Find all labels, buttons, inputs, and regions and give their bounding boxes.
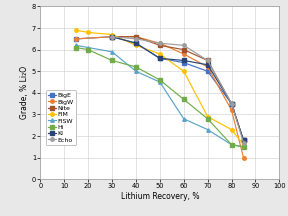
FIM	[182, 70, 185, 73]
BigW	[158, 42, 162, 44]
Nite	[242, 139, 245, 142]
Nite	[158, 44, 162, 47]
Hi	[86, 48, 90, 51]
BigE	[134, 42, 138, 44]
Line: Nite: Nite	[110, 35, 245, 142]
FISW	[230, 143, 233, 146]
Echo	[158, 42, 162, 44]
BigE	[230, 102, 233, 105]
KI	[158, 57, 162, 60]
Line: Hi: Hi	[74, 46, 245, 149]
Hi	[110, 59, 114, 62]
BigW	[110, 35, 114, 38]
FIM	[134, 44, 138, 47]
BigE	[242, 139, 245, 142]
FIM	[110, 33, 114, 36]
Line: FIM: FIM	[74, 29, 245, 146]
Hi	[242, 146, 245, 148]
Line: Echo: Echo	[110, 35, 245, 144]
Echo	[110, 35, 114, 38]
BigE	[182, 61, 185, 64]
FISW	[182, 118, 185, 120]
Hi	[75, 46, 78, 49]
BigW	[242, 156, 245, 159]
Echo	[206, 59, 209, 62]
KI	[134, 42, 138, 44]
Echo	[182, 44, 185, 47]
Line: KI: KI	[110, 35, 245, 142]
KI	[230, 102, 233, 105]
BigE	[206, 70, 209, 73]
Line: BigE: BigE	[74, 35, 245, 142]
FIM	[75, 29, 78, 32]
FIM	[230, 128, 233, 131]
Nite	[230, 102, 233, 105]
BigE	[75, 38, 78, 40]
BigW	[134, 35, 138, 38]
Echo	[242, 141, 245, 144]
FIM	[242, 143, 245, 146]
FISW	[86, 46, 90, 49]
Y-axis label: Grade, % Li₂O: Grade, % Li₂O	[20, 66, 29, 119]
Hi	[182, 98, 185, 101]
Legend: BigE, BigW, Nite, FIM, FISW, Hi, KI, Echo: BigE, BigW, Nite, FIM, FISW, Hi, KI, Ech…	[46, 91, 76, 145]
FIM	[158, 53, 162, 55]
FISW	[110, 51, 114, 53]
Echo	[230, 102, 233, 105]
Line: BigW: BigW	[74, 35, 245, 159]
Hi	[134, 66, 138, 68]
Nite	[110, 35, 114, 38]
BigE	[158, 57, 162, 60]
Nite	[134, 35, 138, 38]
FISW	[134, 70, 138, 73]
Hi	[230, 143, 233, 146]
KI	[182, 59, 185, 62]
FISW	[158, 81, 162, 83]
X-axis label: Lithium Recovery, %: Lithium Recovery, %	[121, 192, 199, 201]
Hi	[206, 118, 209, 120]
KI	[110, 35, 114, 38]
Echo	[134, 38, 138, 40]
BigW	[75, 38, 78, 40]
BigW	[182, 53, 185, 55]
KI	[206, 64, 209, 66]
Line: FISW: FISW	[74, 44, 245, 149]
KI	[242, 139, 245, 142]
Nite	[182, 48, 185, 51]
FISW	[242, 146, 245, 148]
BigW	[206, 66, 209, 68]
BigE	[110, 35, 114, 38]
FISW	[206, 128, 209, 131]
FIM	[86, 31, 90, 34]
FISW	[75, 44, 78, 47]
BigW	[230, 109, 233, 111]
FIM	[206, 115, 209, 118]
Nite	[206, 59, 209, 62]
Hi	[158, 79, 162, 81]
